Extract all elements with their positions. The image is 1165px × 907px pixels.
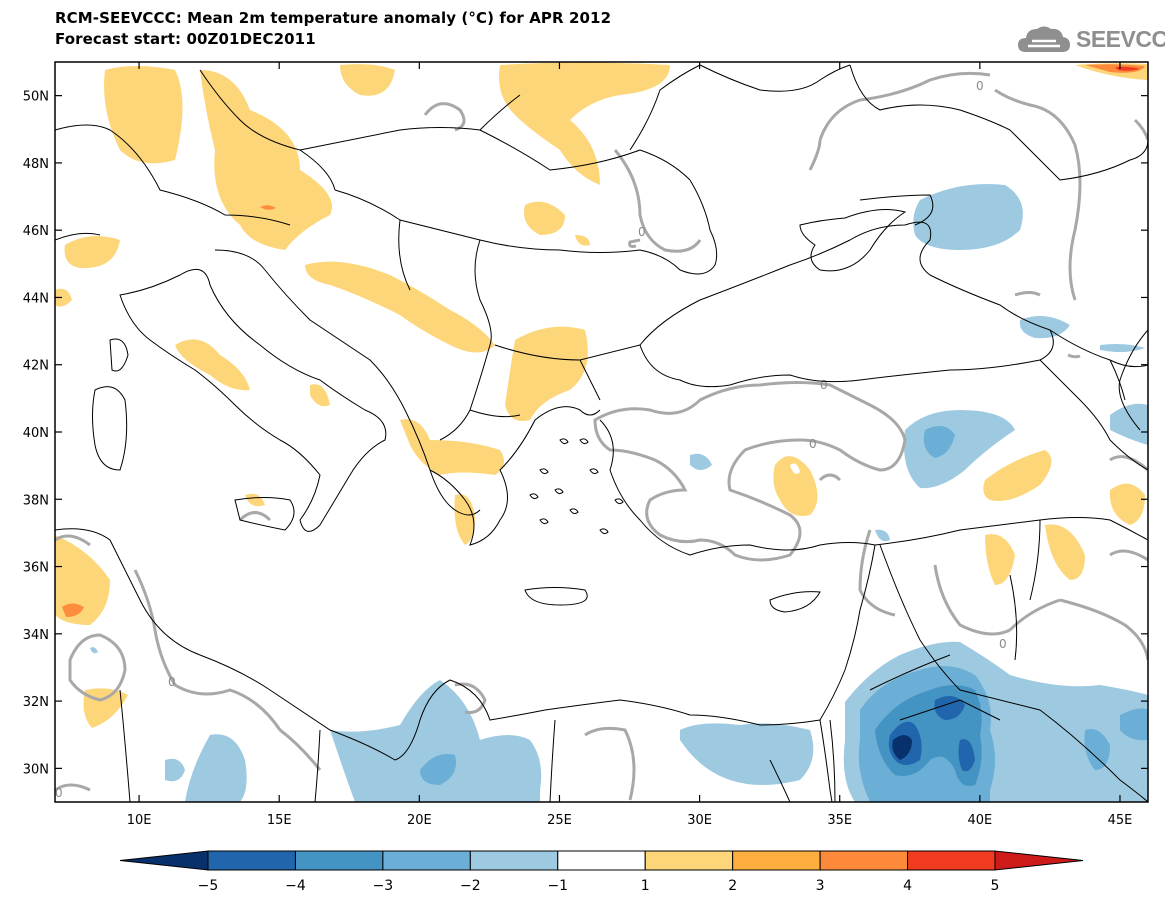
africa-coast: [55, 528, 821, 761]
lat-tick-label: 50N: [23, 90, 49, 105]
sardinia-coast: [92, 386, 128, 471]
colorbar-segment: [644, 850, 734, 871]
warm-blob-hole: [790, 463, 800, 474]
lon-tick-label: 30E: [687, 813, 712, 828]
colorbar-segment: [207, 850, 296, 871]
black-sea-coast: [639, 221, 1054, 388]
corsica-coast: [109, 338, 129, 372]
svg-text:0: 0: [999, 637, 1007, 651]
svg-text:0: 0: [820, 378, 828, 392]
cloud-icon: [1018, 26, 1070, 52]
sicily-coast: [234, 497, 295, 531]
map-area: 0 0 0 0 0 0 0: [55, 62, 1148, 802]
colorbar-label: −5: [198, 878, 219, 894]
italy-coast: [119, 268, 387, 532]
zero-contour-lines: [55, 71, 1148, 801]
colorbar-label: −1: [547, 878, 568, 894]
turkey-coast: [599, 419, 876, 556]
colorbar-segment: [294, 850, 384, 871]
colorbar-label: 1: [641, 878, 650, 894]
colorbar-label: −4: [285, 878, 306, 894]
latitude-ticks: 30N 32N 34N 36N 38N 40N 42N 44N 46N 48N 50N: [23, 90, 1148, 777]
lon-tick-label: 40E: [967, 813, 992, 828]
lat-tick-label: 40N: [23, 426, 49, 441]
crimea-coast: [799, 209, 907, 272]
zero-contour-labels: 0 0 0 0 0 0 0: [55, 79, 1007, 800]
colorbar-segment: [732, 850, 821, 871]
lat-tick-label: 36N: [23, 561, 49, 576]
colorbar-segment: [382, 850, 471, 871]
greece-coast: [429, 406, 601, 546]
aegean-islands: [529, 438, 624, 535]
lat-tick-label: 38N: [23, 493, 49, 508]
lon-tick-label: 10E: [127, 813, 152, 828]
lat-tick-label: 34N: [23, 628, 49, 643]
seevccc-logo: SEEVCCC: [1016, 22, 1165, 56]
strong-warm-regions: [62, 64, 1145, 617]
lon-tick-label: 25E: [547, 813, 572, 828]
colorbar-segment: [557, 850, 646, 871]
colorbar-segment: [819, 850, 909, 871]
cool-anomaly-regions-5: [892, 735, 912, 760]
map-title: RCM-SEEVCCC: Mean 2m temperature anomaly…: [55, 9, 612, 27]
colorbar-min-arrow: [119, 850, 209, 871]
lat-tick-label: 48N: [23, 157, 49, 172]
lat-tick-label: 30N: [23, 762, 49, 777]
suez-coast: [819, 719, 833, 802]
lon-tick-label: 45E: [1108, 813, 1133, 828]
logo-text: SEEVCCC: [1076, 25, 1165, 52]
colorbar-label: 3: [816, 878, 825, 894]
colorbar-label: 5: [991, 878, 1000, 894]
azov-coast: [859, 194, 934, 226]
colorbar-label: 4: [903, 878, 912, 894]
lat-tick-label: 32N: [23, 695, 49, 710]
colorbar: −5 −4 −3 −2 −1 1 2 3 4 5: [119, 850, 1084, 894]
longitude-ticks: 10E 15E 20E 25E 30E 35E 40E 45E: [127, 62, 1133, 828]
colorbar-segment: [907, 850, 996, 871]
cyprus-coast: [769, 591, 821, 613]
svg-text:0: 0: [638, 225, 646, 239]
lat-tick-label: 44N: [23, 291, 49, 306]
lon-tick-label: 20E: [407, 813, 432, 828]
colorbar-segment: [469, 850, 559, 871]
balkan-coast: [214, 249, 481, 516]
svg-text:0: 0: [809, 437, 817, 451]
svg-text:0: 0: [55, 786, 63, 800]
warm-anomaly-regions: [55, 62, 1148, 728]
colorbar-max-arrow: [994, 850, 1084, 871]
levant-coast: [819, 544, 876, 721]
crete-coast: [524, 587, 588, 606]
svg-text:0: 0: [976, 79, 984, 93]
lat-tick-label: 46N: [23, 224, 49, 239]
caspian-coast: [1118, 329, 1148, 431]
lon-tick-label: 35E: [827, 813, 852, 828]
lon-tick-label: 15E: [267, 813, 292, 828]
colorbar-label: −3: [373, 878, 394, 894]
colorbar-label: 2: [728, 878, 737, 894]
forecast-start-label: Forecast start: 00Z01DEC2011: [55, 30, 316, 48]
colorbar-label: −2: [460, 878, 481, 894]
coastlines-and-borders: [55, 64, 1148, 802]
svg-text:0: 0: [168, 675, 176, 689]
lat-tick-label: 42N: [23, 359, 49, 374]
